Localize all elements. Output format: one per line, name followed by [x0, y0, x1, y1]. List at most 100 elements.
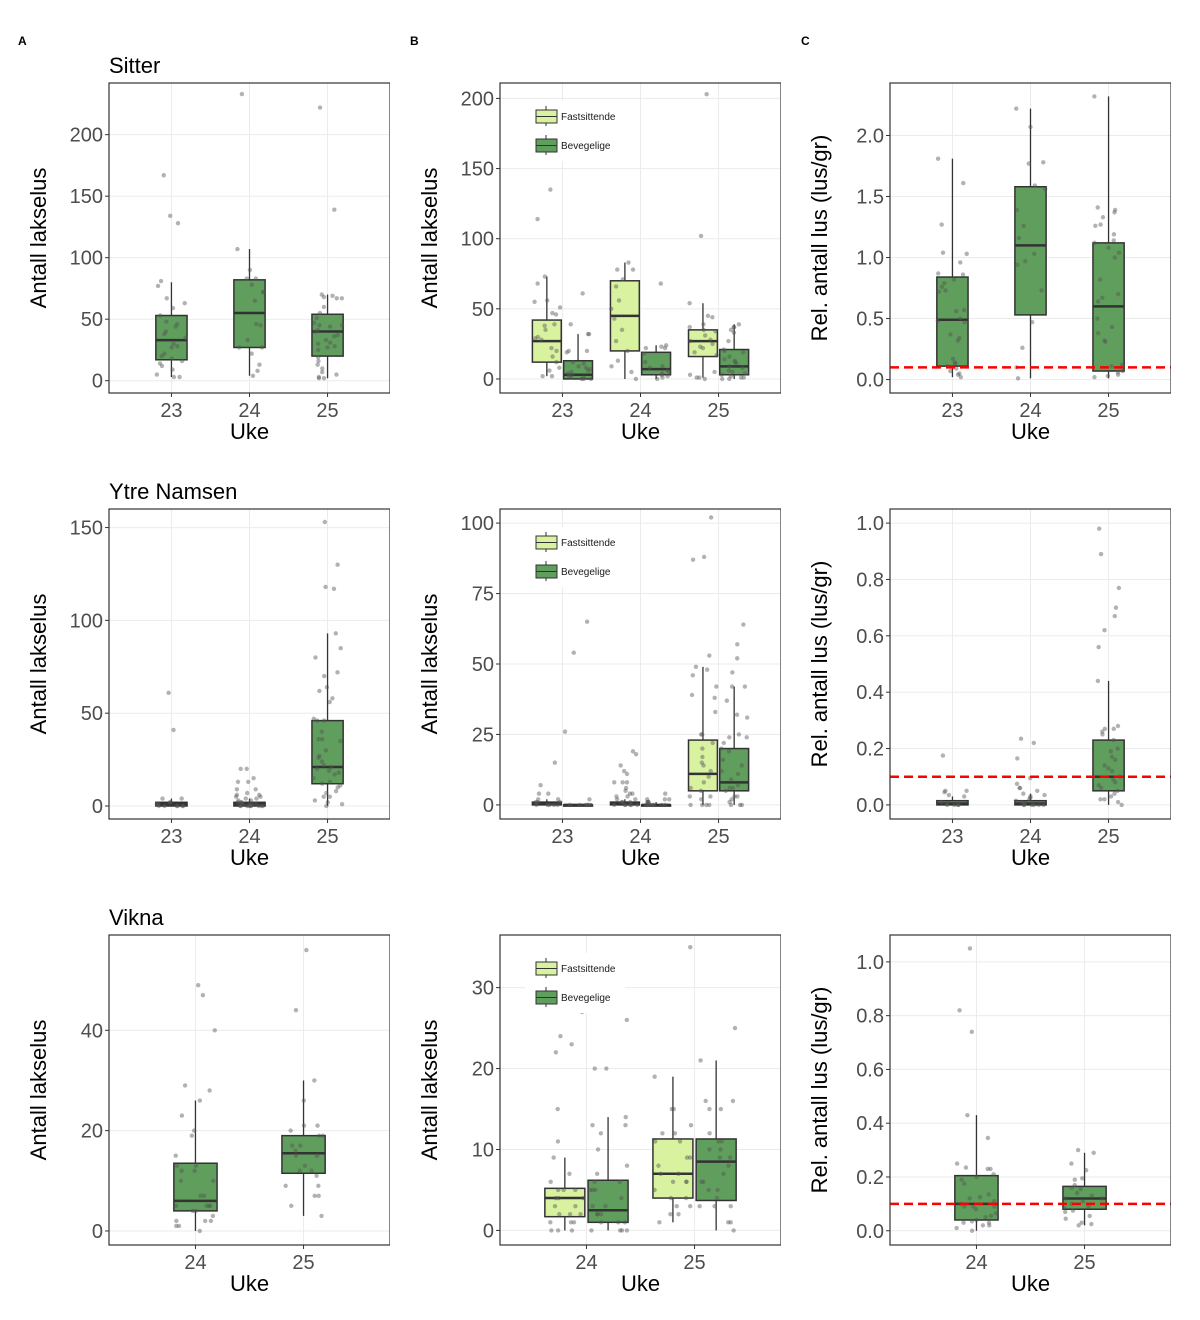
data-point [735, 782, 741, 788]
data-point [702, 333, 708, 338]
data-point [1087, 1213, 1092, 1219]
x-tick-label: 23 [160, 826, 182, 848]
data-point [259, 345, 265, 350]
data-point [164, 296, 169, 301]
data-point [164, 319, 169, 324]
data-point [935, 156, 941, 161]
box-iqr [687, 329, 719, 358]
data-point [587, 1187, 593, 1193]
x-tick-label: 24 [1019, 826, 1041, 848]
data-point [584, 348, 590, 354]
data-point [566, 373, 572, 379]
data-point [585, 802, 590, 808]
x-tick-label: 25 [1073, 1252, 1095, 1274]
data-point [617, 1228, 623, 1233]
data-point [732, 359, 738, 365]
x-tick-label: 23 [941, 826, 963, 848]
box-iqr [1014, 185, 1047, 316]
data-point [708, 794, 713, 799]
data-point [942, 790, 947, 795]
data-point [535, 216, 540, 222]
data-point [706, 1187, 711, 1193]
data-point [549, 345, 554, 351]
data-point [1028, 124, 1033, 130]
data-point [644, 802, 649, 808]
data-point [243, 796, 248, 801]
data-point [332, 772, 337, 777]
data-point [177, 374, 182, 380]
data-point [627, 791, 633, 796]
data-point [200, 992, 206, 998]
data-point [316, 376, 322, 381]
data-point [734, 712, 740, 717]
data-point [1111, 737, 1116, 743]
data-point [690, 673, 695, 678]
x-tick-label: 24 [238, 400, 260, 422]
data-point [195, 982, 201, 988]
data-point [1113, 780, 1118, 785]
data-point [1112, 210, 1117, 215]
data-point [710, 315, 715, 320]
data-point [614, 797, 620, 802]
data-point [621, 768, 627, 774]
data-point [252, 298, 258, 303]
data-point [334, 296, 339, 301]
x-tick-label: 24 [965, 1252, 987, 1274]
data-point [580, 291, 585, 296]
data-point [980, 1223, 986, 1228]
x-tick-label: 24 [1019, 400, 1041, 422]
data-point [588, 376, 594, 382]
data-point [1072, 1177, 1078, 1182]
data-point [969, 1228, 975, 1233]
data-point [533, 336, 538, 341]
x-tick-label: 23 [551, 826, 573, 848]
y-tick-label: 50 [81, 703, 103, 725]
data-point [319, 369, 325, 375]
data-point [721, 740, 726, 746]
data-point [988, 1166, 993, 1172]
data-point [948, 368, 953, 374]
data-point [962, 1181, 967, 1186]
data-point [167, 213, 173, 219]
data-point [206, 1203, 212, 1209]
data-point [731, 1228, 736, 1233]
data-point [698, 344, 703, 349]
data-point [173, 324, 178, 329]
data-point [693, 664, 699, 670]
data-point [585, 368, 591, 373]
y-tick-label: 1.0 [856, 952, 884, 974]
data-point [190, 1208, 196, 1214]
data-point [1041, 160, 1046, 165]
data-point [650, 802, 655, 808]
data-point [548, 187, 553, 192]
box-iqr [544, 1187, 586, 1218]
data-point [736, 322, 742, 327]
data-point [1080, 1198, 1086, 1204]
box-iqr [1092, 739, 1125, 792]
data-point [320, 736, 325, 742]
data-point [1098, 797, 1103, 802]
data-point [698, 233, 704, 239]
data-point [540, 373, 545, 379]
x-axis-title: Uke [230, 845, 269, 870]
data-point [573, 1203, 578, 1209]
data-point [1017, 785, 1022, 791]
data-point [257, 792, 262, 798]
data-point [314, 766, 320, 772]
box-iqr [311, 719, 344, 785]
data-point [1102, 338, 1107, 343]
data-point [701, 554, 707, 560]
data-point [615, 1220, 621, 1225]
data-point [730, 670, 735, 675]
data-point [595, 1212, 600, 1217]
data-point [593, 1187, 598, 1193]
plot-title: Sitter [109, 53, 160, 78]
data-point [960, 272, 966, 277]
data-point [1019, 799, 1024, 805]
legend-item-fastsittende: Fastsittende [535, 958, 616, 978]
box-iqr [718, 747, 750, 792]
data-point [1032, 183, 1038, 188]
box-bevegelige-uke-25 [718, 622, 750, 808]
data-point [727, 354, 732, 359]
data-point [967, 1196, 972, 1201]
